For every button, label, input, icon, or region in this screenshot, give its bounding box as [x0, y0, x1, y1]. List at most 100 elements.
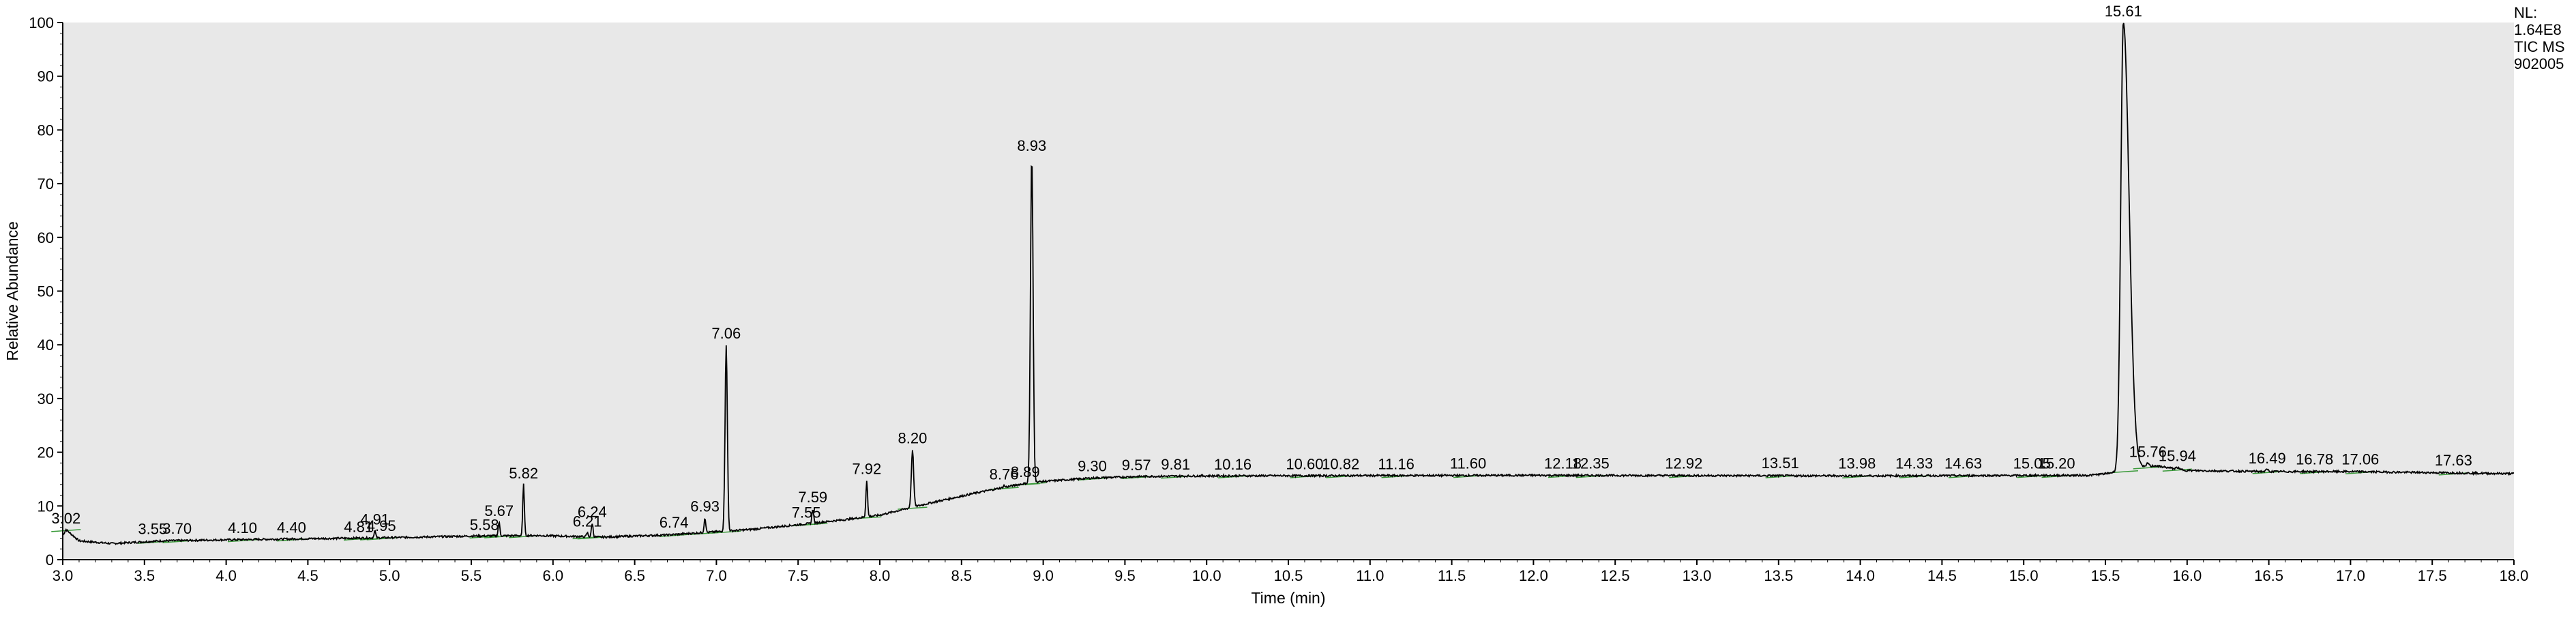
peak-labels: 3.02 3.553.70 4.10 4.40 4.814.914.95 5.585.67… — [51, 3, 2472, 538]
y-tick-label: 0 — [46, 551, 54, 569]
x-tick-label: 17.0 — [2336, 567, 2365, 584]
peak-label: 6.74 — [660, 514, 689, 531]
y-tick-label: 80 — [38, 121, 54, 139]
x-tick-label: 7.0 — [706, 567, 727, 584]
peak-label: 4.40 — [277, 519, 306, 536]
integration-baseline — [2162, 468, 2193, 472]
x-tick-label: 12.5 — [1601, 567, 1630, 584]
x-tick-label: 3.0 — [53, 567, 74, 584]
x-tick-label: 8.5 — [951, 567, 973, 584]
x-tick-label: 6.0 — [543, 567, 564, 584]
x-axis-title: Time (min) — [1251, 589, 1325, 607]
x-tick-label: 16.5 — [2254, 567, 2283, 584]
x-tick-label: 18.0 — [2500, 567, 2529, 584]
scan-filter-label: TIC MS — [2514, 38, 2565, 55]
peak-label: 13.98 — [1838, 455, 1876, 472]
x-tick-label: 11.5 — [1438, 567, 1466, 584]
x-tick-label: 17.5 — [2418, 567, 2447, 584]
x-tick-label: 16.0 — [2172, 567, 2202, 584]
integration-baseline — [162, 540, 192, 543]
peak-label: 10.82 — [1322, 455, 1359, 472]
x-tick-label: 7.5 — [788, 567, 809, 584]
peak-label: 5.82 — [509, 465, 538, 482]
y-tick-label: 10 — [38, 498, 54, 515]
peak-label: 15.61 — [2105, 3, 2142, 20]
x-tick-label: 6.5 — [624, 567, 645, 584]
x-tick-label: 13.0 — [1683, 567, 1712, 584]
axis-ticks: 3.0 3.5 4.0 4.5 5.0 5.5 6.0 6.5 7.0 7.5 8.0 8.5 9.0 9… — [29, 14, 2528, 584]
x-tick-label: 13.5 — [1764, 567, 1793, 584]
y-tick-label: 70 — [38, 175, 54, 192]
y-axis-title: Relative Abundance — [3, 221, 21, 361]
peak-label: 12.92 — [1665, 455, 1702, 472]
x-tick-label: 15.0 — [2009, 567, 2039, 584]
peak-label: 7.59 — [798, 489, 827, 506]
integration-baseline — [2133, 466, 2163, 470]
peak-label: 11.16 — [1378, 455, 1414, 472]
peak-label: 8.20 — [898, 430, 928, 447]
peak-label: 3.55 — [138, 521, 167, 538]
x-tick-label: 11.0 — [1356, 567, 1384, 584]
y-tick-label: 90 — [38, 68, 54, 85]
peak-label: 17.63 — [2435, 452, 2472, 469]
peak-label: 12.18 — [1544, 455, 1582, 472]
x-tick-label: 5.0 — [379, 567, 400, 584]
y-tick-label: 40 — [38, 336, 54, 354]
x-tick-label: 8.0 — [870, 567, 891, 584]
x-tick-label: 10.5 — [1274, 567, 1303, 584]
peak-label: 10.16 — [1214, 456, 1252, 473]
peak-label: 17.06 — [2341, 450, 2379, 468]
peak-label: 8.89 — [1011, 463, 1040, 480]
peak-label: 6.93 — [690, 498, 720, 515]
peak-label: 15.20 — [2038, 455, 2075, 472]
peak-label: 4.81 — [344, 519, 373, 536]
peak-label: 8.93 — [1017, 137, 1046, 154]
peak-label: 7.92 — [852, 461, 881, 478]
peak-label: 15.76 — [2129, 443, 2167, 460]
peak-label: 7.06 — [711, 325, 741, 342]
plot-area-background — [63, 23, 2514, 560]
y-tick-label: 100 — [29, 14, 54, 31]
x-tick-label: 12.0 — [1519, 567, 1548, 584]
peak-label: 13.51 — [1762, 455, 1799, 472]
peak-label: 10.60 — [1286, 455, 1323, 472]
peak-label: 6.21 — [573, 513, 602, 530]
integration-baseline — [469, 535, 499, 539]
y-tick-label: 50 — [38, 283, 54, 300]
peak-label: 7.55 — [792, 504, 821, 521]
x-tick-label: 10.0 — [1192, 567, 1222, 584]
peak-label: 14.33 — [1895, 455, 1933, 472]
x-tick-label: 9.5 — [1114, 567, 1136, 584]
normalization-level-value: 1.64E8 — [2514, 21, 2562, 38]
peak-label: 4.95 — [367, 517, 396, 534]
x-tick-label: 4.0 — [216, 567, 237, 584]
peak-label: 4.91 — [360, 511, 389, 528]
peak-label: 5.67 — [484, 502, 514, 519]
peak-label: 8.76 — [990, 465, 1019, 483]
peak-label: 15.94 — [2159, 448, 2196, 465]
x-tick-label: 14.0 — [1846, 567, 1875, 584]
y-tick-label: 20 — [38, 444, 54, 461]
peak-label: 4.10 — [228, 519, 257, 536]
peak-label: 5.58 — [470, 516, 499, 533]
peak-label: 16.78 — [2296, 450, 2333, 468]
peak-label: 11.60 — [1450, 455, 1486, 472]
scan-info-note: NL: 1.64E8 TIC MS 902005 — [2514, 4, 2565, 72]
peak-label: 9.57 — [1122, 457, 1151, 474]
x-tick-label: 3.5 — [134, 567, 156, 584]
normalization-level-label: NL: — [2514, 4, 2538, 21]
x-tick-label: 4.5 — [297, 567, 319, 584]
y-tick-label: 60 — [38, 229, 54, 246]
integration-baseline — [659, 534, 689, 537]
x-tick-label: 9.0 — [1033, 567, 1054, 584]
integration-baseline — [2252, 471, 2282, 474]
peak-label: 9.30 — [1078, 458, 1107, 475]
tic-trace — [62, 23, 2515, 545]
peak-label: 9.81 — [1161, 456, 1190, 473]
peak-label: 15.05 — [2013, 455, 2051, 472]
x-tick-label: 5.5 — [461, 567, 482, 584]
x-tick-label: 15.5 — [2091, 567, 2120, 584]
y-tick-label: 30 — [38, 390, 54, 407]
peak-label: 6.24 — [578, 503, 607, 520]
